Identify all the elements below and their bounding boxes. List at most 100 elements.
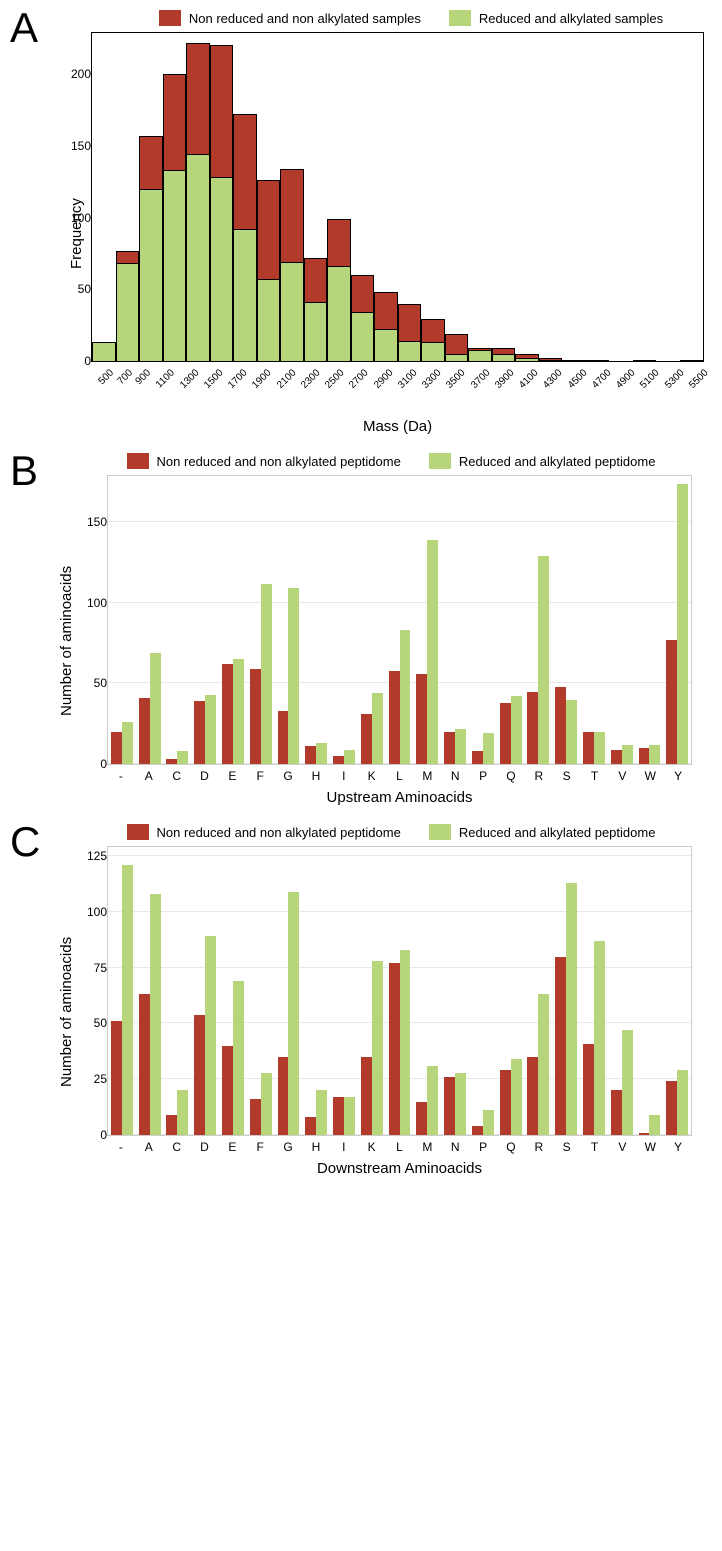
bar-nonreduced (333, 1097, 344, 1135)
bar-nonreduced (639, 1133, 650, 1135)
bar-group (441, 1073, 469, 1135)
swatch-nonreduced-c (127, 824, 149, 840)
bar-reduced (421, 342, 445, 361)
histogram-bin (186, 43, 210, 362)
bar-nonreduced (361, 714, 372, 764)
bar-group (136, 894, 164, 1135)
bar-reduced (122, 865, 133, 1135)
bar-group (636, 745, 664, 764)
bar-group (413, 1066, 441, 1135)
legend-item-reduced-c: Reduced and alkylated peptidome (429, 824, 656, 840)
bar-group (302, 1090, 330, 1135)
bar-group (469, 733, 497, 764)
legend-item-nonreduced: Non reduced and non alkylated samples (159, 10, 421, 26)
bar-nonreduced (666, 640, 677, 764)
bar-reduced (680, 360, 704, 361)
xtick: R (525, 1140, 553, 1154)
xtick: H (302, 1140, 330, 1154)
bar-nonreduced (194, 1015, 205, 1135)
bar-reduced (186, 154, 210, 361)
bar-reduced (280, 262, 304, 361)
bar-reduced (261, 1073, 272, 1135)
panel-b-xticks: -ACDEFGHIKLMNPQRSTVWY (107, 765, 692, 783)
histogram-bin (351, 275, 375, 361)
bar-nonreduced (472, 751, 483, 764)
bar-reduced (233, 981, 244, 1135)
bar-nonreduced (233, 114, 257, 229)
xtick: S (553, 1140, 581, 1154)
ytick: 25 (94, 1072, 107, 1086)
panel-c: C Non reduced and non alkylated peptidom… (10, 824, 712, 1177)
swatch-reduced-b (429, 453, 451, 469)
legend-item-reduced: Reduced and alkylated samples (449, 10, 663, 26)
bar-reduced (455, 1073, 466, 1135)
bar-nonreduced (327, 219, 351, 266)
bar-group (275, 588, 303, 764)
bar-nonreduced (586, 360, 610, 361)
bar-nonreduced (278, 711, 289, 764)
histogram-bin (233, 114, 257, 361)
histogram-bin (515, 354, 539, 361)
bar-group (469, 1110, 497, 1135)
bar-reduced (92, 342, 116, 361)
bar-reduced (455, 729, 466, 764)
bar-group (108, 865, 136, 1135)
bar-nonreduced (416, 1102, 427, 1135)
bar-group (552, 883, 580, 1135)
bar-reduced (622, 1030, 633, 1135)
xtick: F (246, 1140, 274, 1154)
bar-reduced (622, 745, 633, 764)
xtick: K (358, 1140, 386, 1154)
swatch-nonreduced-b (127, 453, 149, 469)
bar-reduced (677, 484, 688, 764)
xtick: F (246, 769, 274, 783)
bar-nonreduced (163, 74, 187, 170)
bar-reduced (538, 556, 549, 764)
bar-nonreduced (389, 963, 400, 1135)
bar-nonreduced (583, 1044, 594, 1135)
bar-group (136, 653, 164, 764)
panel-c-xticks: -ACDEFGHIKLMNPQRSTVWY (107, 1136, 692, 1154)
panel-b-bars (108, 476, 691, 764)
legend-text-reduced-b: Reduced and alkylated peptidome (459, 454, 656, 469)
ytick: 50 (94, 1016, 107, 1030)
bar-nonreduced (305, 1117, 316, 1135)
histogram-bin (492, 348, 516, 361)
bar-reduced (372, 961, 383, 1135)
xtick: L (386, 1140, 414, 1154)
xtick: K (358, 769, 386, 783)
panel-c-chart: Number of aminoacids 0255075100125 -ACDE… (10, 846, 712, 1177)
histogram-bin (280, 169, 304, 361)
bar-group (663, 484, 691, 764)
bar-reduced (562, 360, 586, 361)
legend-item-nonreduced-b: Non reduced and non alkylated peptidome (127, 453, 401, 469)
bar-nonreduced (222, 664, 233, 764)
bar-nonreduced (111, 732, 122, 764)
bar-group (330, 750, 358, 765)
swatch-nonreduced (159, 10, 181, 26)
bar-nonreduced (500, 703, 511, 764)
panel-a-chart: Frequency 050100150200 50070090011001300… (10, 32, 712, 435)
bar-group (358, 961, 386, 1135)
bar-reduced (633, 360, 657, 361)
bar-group (663, 1070, 691, 1135)
panel-c-label: C (10, 818, 40, 866)
histogram-bin (421, 319, 445, 361)
xtick: - (107, 1140, 135, 1154)
bar-reduced (511, 1059, 522, 1135)
ytick: 100 (71, 211, 91, 225)
xtick: E (218, 1140, 246, 1154)
bar-nonreduced (527, 692, 538, 765)
bar-nonreduced (527, 1057, 538, 1135)
bar-reduced (483, 733, 494, 764)
xtick: C (163, 1140, 191, 1154)
xtick: V (608, 769, 636, 783)
bar-nonreduced (555, 687, 566, 764)
bar-reduced (139, 189, 163, 361)
histogram-bin (116, 251, 140, 361)
bar-group (302, 743, 330, 764)
bar-reduced (468, 350, 492, 361)
legend-text-nonreduced: Non reduced and non alkylated samples (189, 11, 421, 26)
bar-nonreduced (280, 169, 304, 262)
histogram-bin (92, 342, 116, 361)
